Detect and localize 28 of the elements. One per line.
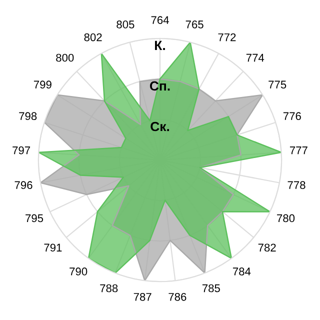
y-tick-label: К. [155, 40, 165, 50]
spoke-label: 764 [151, 16, 169, 24]
spoke-label: 798 [19, 112, 37, 120]
spoke-label: 805 [116, 20, 134, 28]
spoke-label: 800 [56, 54, 74, 62]
y-tick-label: Ск. [150, 122, 169, 132]
spoke-label: 778 [288, 181, 306, 190]
spoke-label: 776 [283, 112, 301, 120]
spoke-label: 774 [246, 54, 264, 62]
spoke-label: 787 [134, 292, 152, 301]
spoke-label: 796 [14, 181, 32, 190]
spoke-label: 786 [168, 292, 186, 301]
spoke-label: 765 [186, 20, 204, 28]
spoke-label: 790 [70, 268, 88, 276]
y-tick-label: Сп. [150, 81, 170, 91]
spoke-label: 772 [218, 33, 236, 42]
spoke-label: 782 [258, 244, 276, 252]
spoke-label: 777 [290, 146, 308, 154]
spoke-label: 797 [12, 146, 30, 154]
spoke-label: 785 [202, 284, 220, 292]
spoke-label: 799 [34, 80, 52, 89]
spoke-label: 802 [84, 33, 102, 42]
spoke-label: 795 [26, 214, 44, 222]
spoke-label: 791 [44, 244, 62, 252]
spoke-label: 775 [268, 80, 286, 89]
spoke-label: 784 [232, 268, 251, 276]
spoke-label: 780 [277, 214, 295, 222]
spoke-label: 788 [100, 284, 118, 292]
